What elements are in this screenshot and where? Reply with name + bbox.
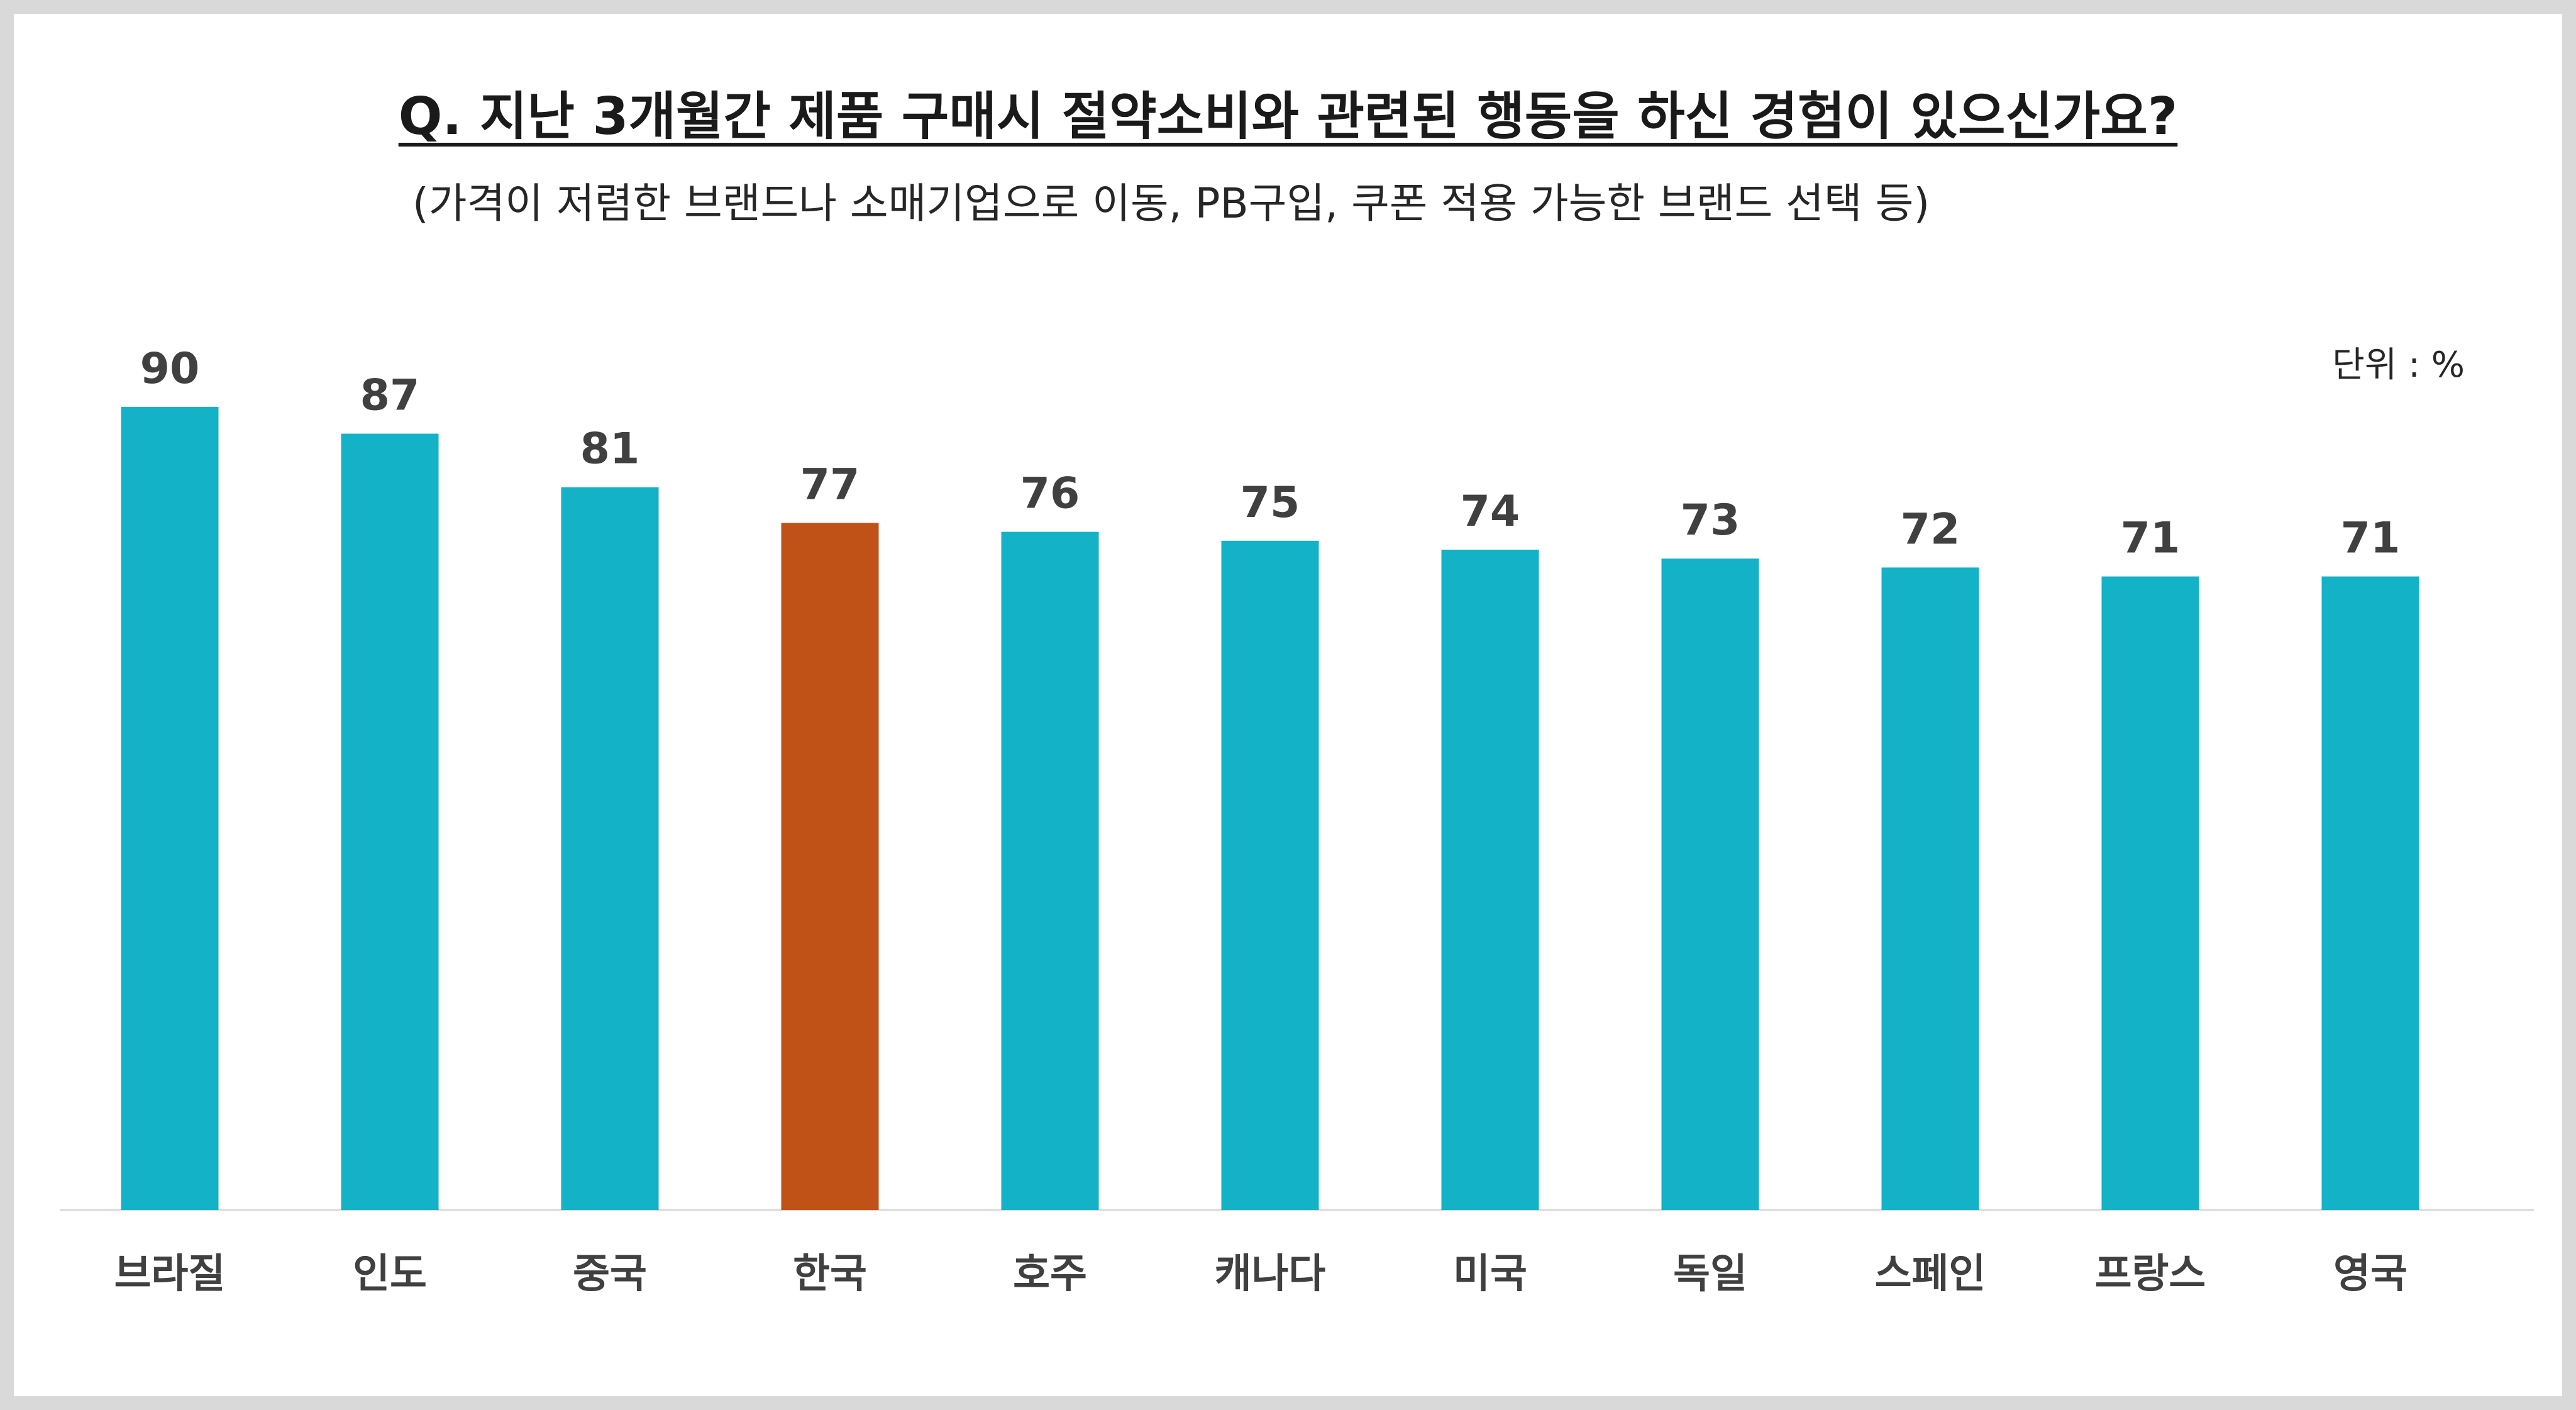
- value-label-5: 75: [1241, 478, 1300, 528]
- bar-7: [1662, 558, 1759, 1210]
- category-label-group: 브라질 인도 중국 한국 호주 캐나다 미국 독일 스페인 프랑스 영국: [114, 1251, 2407, 1297]
- category-label-10: 영국: [2333, 1251, 2407, 1297]
- value-label-8: 72: [1901, 504, 1960, 554]
- category-label-0: 브라질: [114, 1251, 226, 1297]
- bar-3: [782, 523, 879, 1210]
- value-label-group: 90 87 81 77 76 75 74 73 72 71 71: [140, 344, 2401, 563]
- bar-2: [561, 487, 659, 1210]
- category-label-1: 인도: [353, 1251, 427, 1297]
- value-label-1: 87: [360, 371, 420, 421]
- value-label-7: 73: [1681, 496, 1740, 545]
- bar-5: [1222, 541, 1319, 1210]
- bar-10: [2322, 577, 2419, 1210]
- value-label-3: 77: [800, 460, 860, 509]
- value-label-4: 76: [1020, 469, 1080, 519]
- bar-9: [2102, 577, 2199, 1210]
- bar-6: [1442, 550, 1539, 1210]
- bar-0: [121, 407, 219, 1210]
- category-label-6: 미국: [1453, 1251, 1527, 1297]
- category-label-2: 중국: [573, 1251, 647, 1297]
- bar-4: [1002, 532, 1099, 1210]
- category-label-4: 호주: [1013, 1251, 1087, 1297]
- category-label-8: 스페인: [1875, 1251, 1986, 1297]
- value-label-0: 90: [140, 344, 200, 394]
- value-label-6: 74: [1461, 487, 1520, 536]
- category-label-5: 캐나다: [1215, 1251, 1326, 1297]
- value-label-9: 71: [2121, 514, 2181, 563]
- category-label-7: 독일: [1673, 1251, 1747, 1297]
- bar-1: [341, 434, 439, 1210]
- value-label-2: 81: [580, 425, 640, 474]
- category-label-3: 한국: [793, 1251, 867, 1297]
- bar-8: [1882, 567, 1979, 1210]
- category-label-9: 프랑스: [2095, 1251, 2206, 1297]
- value-label-10: 71: [2341, 514, 2401, 563]
